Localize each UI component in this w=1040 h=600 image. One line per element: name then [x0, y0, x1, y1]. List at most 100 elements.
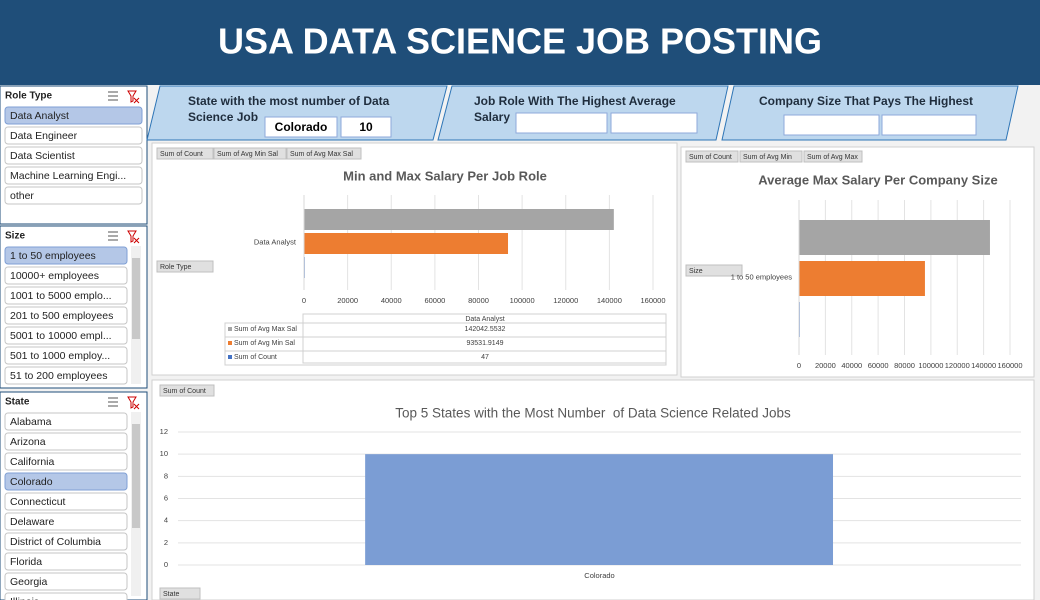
slicer-item[interactable]: [4, 572, 128, 591]
x-tick-label: 60000: [424, 296, 445, 305]
slicer-item[interactable]: [4, 512, 128, 531]
slicer-item-label: Data Engineer: [10, 130, 78, 142]
kpi-value: 10: [359, 120, 373, 134]
slicer-item[interactable]: [4, 432, 128, 451]
slicer-item[interactable]: [4, 306, 128, 325]
slicer-item[interactable]: [4, 326, 128, 345]
slicer-item[interactable]: [4, 246, 128, 265]
field-button[interactable]: [159, 384, 215, 397]
kpi-value-box: [264, 116, 338, 138]
slicer-item[interactable]: [4, 266, 128, 285]
axis-field-button[interactable]: [685, 264, 743, 277]
slicer-item-label: 1 to 50 employees: [10, 250, 96, 262]
slicer-item-label: 1001 to 5000 emplo...: [10, 290, 112, 302]
slicer-item[interactable]: [4, 286, 128, 305]
slicer-item-label: Illinois: [10, 596, 39, 600]
slicer-item-label: Connecticut: [10, 496, 66, 508]
slicer-item-label: Machine Learning Engi...: [10, 170, 126, 182]
field-button[interactable]: [213, 147, 287, 160]
category-label: 1 to 50 employees: [731, 272, 793, 281]
x-tick-label: 0: [797, 361, 801, 370]
slicer-item-label: other: [10, 190, 34, 202]
multi-select-icon[interactable]: [108, 231, 118, 241]
slicer-item-label: Alabama: [10, 416, 52, 428]
axis-field-button[interactable]: [156, 260, 214, 273]
slicer-item[interactable]: [4, 532, 128, 551]
kpi-value-box: [881, 114, 977, 136]
slicer-item[interactable]: [4, 452, 128, 471]
field-button[interactable]: [739, 150, 803, 163]
slicer-item-label: Data Scientist: [10, 150, 75, 162]
legend-swatch: [228, 341, 232, 345]
legend-label: Sum of Avg Max Sal: [234, 326, 297, 333]
table-value: 93531.9149: [467, 340, 504, 347]
axis-field-button[interactable]: [159, 587, 201, 600]
category-label: Data Analyst: [254, 237, 297, 246]
x-tick-label: 80000: [468, 296, 489, 305]
field-button-label: Sum of Count: [689, 154, 732, 161]
slicer-item[interactable]: [4, 166, 143, 185]
x-tick-label: 80000: [894, 361, 915, 370]
y-tick-label: 8: [164, 471, 168, 480]
chart-title: Top 5 States with the Most Number of Dat…: [395, 406, 791, 421]
x-tick-label: 120000: [553, 296, 578, 305]
slicer-item[interactable]: [4, 552, 128, 571]
clear-filter-icon[interactable]: [127, 230, 140, 244]
bar: [799, 261, 925, 296]
multi-select-icon[interactable]: [108, 397, 118, 407]
legend-swatch: [228, 355, 232, 359]
field-button[interactable]: [803, 150, 863, 163]
slicer-item-label: Data Analyst: [10, 110, 69, 122]
header-bar: [0, 0, 1040, 85]
x-tick-label: 20000: [337, 296, 358, 305]
table-value: 47: [481, 354, 489, 361]
slicer-item-label: 201 to 500 employees: [10, 310, 113, 322]
field-button-label: Sum of Avg Max Sal: [290, 151, 353, 158]
field-button[interactable]: [286, 147, 362, 160]
axis-field-button-label: Role Type: [160, 264, 191, 271]
x-tick-label: 40000: [841, 361, 862, 370]
chart-title: Average Max Salary Per Company Size: [758, 172, 997, 187]
axis-field-button-label: Size: [689, 268, 703, 275]
scroll-thumb[interactable]: [132, 424, 140, 528]
x-tick-label: 100000: [918, 361, 943, 370]
multi-select-icon[interactable]: [108, 91, 118, 101]
x-tick-label: 160000: [640, 296, 665, 305]
slicer-item[interactable]: [4, 366, 128, 385]
x-tick-label: 140000: [971, 361, 996, 370]
table-value: 142042.5532: [465, 326, 506, 333]
clear-filter-icon[interactable]: [127, 90, 140, 104]
y-tick-label: 12: [160, 427, 168, 436]
slicer-item[interactable]: [4, 592, 128, 600]
slicer-item-label: 10000+ employees: [10, 270, 99, 282]
x-tick-label: 100000: [510, 296, 535, 305]
kpi-value-box: [515, 112, 608, 134]
slicer-item[interactable]: [4, 472, 128, 491]
slicer-item-label: 51 to 200 employees: [10, 370, 107, 382]
kpi-title-box: State with the most number of Data Scien…: [188, 94, 389, 124]
slicer-item-label: California: [10, 456, 55, 468]
x-tick-label: 140000: [597, 296, 622, 305]
field-button-label: Sum of Avg Max: [807, 154, 858, 161]
bar: [304, 233, 509, 254]
field-button[interactable]: [685, 150, 739, 163]
field-button-label: Sum of Count: [160, 151, 203, 158]
slicer-item[interactable]: [4, 346, 128, 365]
slicer-item-label: District of Columbia: [10, 536, 101, 548]
slicer-item[interactable]: [4, 492, 128, 511]
slicer-item[interactable]: [4, 146, 143, 165]
bar: [365, 454, 834, 565]
slicer-item[interactable]: [4, 126, 143, 145]
slicer-item[interactable]: [4, 186, 143, 205]
clear-filter-icon[interactable]: [127, 396, 140, 410]
y-tick-label: 2: [164, 538, 168, 547]
field-button[interactable]: [156, 147, 214, 160]
x-tick-label: Colorado: [584, 571, 614, 580]
slicer-item[interactable]: [4, 412, 128, 431]
scroll-thumb[interactable]: [132, 258, 140, 339]
slicer-item[interactable]: [4, 106, 143, 125]
x-tick-label: 20000: [815, 361, 836, 370]
y-tick-label: 6: [164, 493, 168, 502]
kpi-title-box: Job Role With The Highest Average Salary: [474, 94, 676, 124]
